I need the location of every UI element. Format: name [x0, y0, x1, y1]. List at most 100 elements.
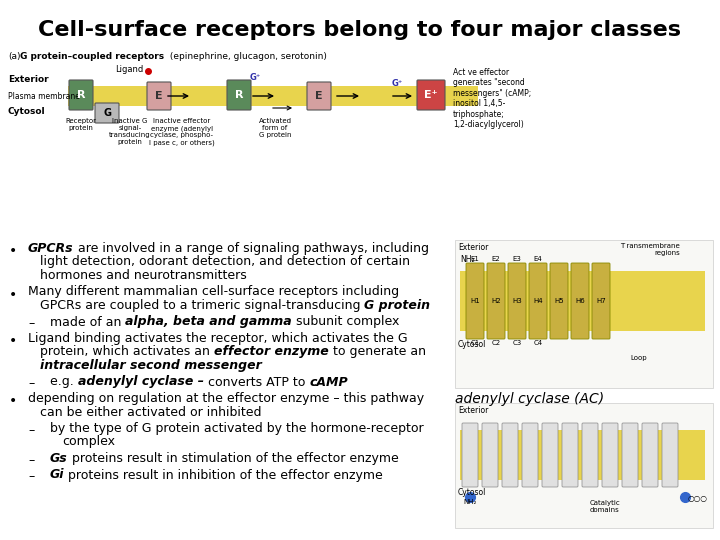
Text: G protein–coupled receptors: G protein–coupled receptors: [20, 52, 164, 61]
Text: Activated
form of
G protein: Activated form of G protein: [258, 118, 292, 138]
Text: protein, which activates an: protein, which activates an: [40, 346, 214, 359]
Text: H7: H7: [596, 298, 606, 304]
Text: –: –: [28, 424, 35, 437]
Text: H6: H6: [575, 298, 585, 304]
Text: •: •: [9, 287, 17, 301]
Text: Exterior: Exterior: [458, 406, 488, 415]
Bar: [68, 86, 478, 106]
Text: C3: C3: [513, 340, 521, 346]
Text: Cytosol: Cytosol: [458, 488, 487, 497]
Text: C1: C1: [470, 340, 480, 346]
FancyBboxPatch shape: [307, 82, 331, 110]
FancyBboxPatch shape: [466, 263, 484, 339]
Text: Ligand binding activates the receptor, which activates the G: Ligand binding activates the receptor, w…: [28, 332, 408, 345]
Text: Loop: Loop: [630, 355, 647, 361]
Text: cAMP: cAMP: [309, 375, 348, 388]
Text: Plasma membrane: Plasma membrane: [8, 92, 80, 101]
Text: E1: E1: [471, 256, 480, 262]
Text: R: R: [235, 90, 243, 100]
Text: made of an: made of an: [50, 315, 125, 328]
Text: subunit complex: subunit complex: [292, 315, 400, 328]
Text: NH₂: NH₂: [460, 255, 474, 264]
Text: E3: E3: [513, 256, 521, 262]
Text: E2: E2: [492, 256, 500, 262]
Text: T ransmembrane
regions: T ransmembrane regions: [620, 243, 680, 256]
Text: Receptor
protein: Receptor protein: [66, 118, 96, 131]
Text: H5: H5: [554, 298, 564, 304]
FancyBboxPatch shape: [487, 263, 505, 339]
Text: Gs: Gs: [50, 452, 68, 465]
FancyBboxPatch shape: [522, 423, 538, 487]
Text: complex: complex: [62, 435, 115, 449]
Text: E4: E4: [534, 256, 542, 262]
FancyBboxPatch shape: [529, 263, 547, 339]
Text: G⁺: G⁺: [249, 73, 261, 83]
Text: alpha, beta and gamma: alpha, beta and gamma: [125, 315, 292, 328]
Text: G protein: G protein: [364, 299, 431, 312]
Text: H3: H3: [512, 298, 522, 304]
Text: GPCRs: GPCRs: [28, 242, 73, 255]
FancyBboxPatch shape: [582, 423, 598, 487]
Text: C4: C4: [534, 340, 543, 346]
FancyBboxPatch shape: [482, 423, 498, 487]
Text: R: R: [77, 90, 85, 100]
Text: H2: H2: [491, 298, 501, 304]
Text: light detection, odorant detection, and detection of certain: light detection, odorant detection, and …: [40, 255, 410, 268]
Bar: [460, 271, 705, 331]
Text: converts ATP to: converts ATP to: [204, 375, 309, 388]
FancyBboxPatch shape: [502, 423, 518, 487]
FancyBboxPatch shape: [227, 80, 251, 110]
Text: E: E: [156, 91, 163, 101]
FancyBboxPatch shape: [147, 82, 171, 110]
FancyBboxPatch shape: [95, 103, 119, 123]
FancyBboxPatch shape: [462, 423, 478, 487]
Text: e.g.: e.g.: [50, 375, 78, 388]
Text: proteins result in stimulation of the effector enzyme: proteins result in stimulation of the ef…: [68, 452, 398, 465]
Text: Act ve effector
generates "second
messengers" (cAMP;
inositol 1,4,5-
triphosphat: Act ve effector generates "second messen…: [453, 68, 531, 129]
FancyBboxPatch shape: [562, 423, 578, 487]
FancyBboxPatch shape: [455, 240, 713, 388]
Text: GPCRs are coupled to a trimeric signal-transducing: GPCRs are coupled to a trimeric signal-t…: [40, 299, 364, 312]
Text: NH₂: NH₂: [463, 499, 477, 505]
Text: H1: H1: [470, 298, 480, 304]
Text: adenylyl cyclase –: adenylyl cyclase –: [78, 375, 204, 388]
Text: –: –: [28, 470, 35, 483]
Text: –: –: [28, 454, 35, 467]
Text: Inactive effector
enzyme (adenylyl
cyclase, phospho-
l pase c, or others): Inactive effector enzyme (adenylyl cycla…: [149, 118, 215, 146]
Text: ○○○: ○○○: [688, 494, 708, 503]
Text: •: •: [9, 244, 17, 258]
Text: E: E: [315, 91, 323, 101]
Text: Catalytic
domains: Catalytic domains: [590, 500, 621, 513]
Text: (a): (a): [8, 52, 20, 61]
FancyBboxPatch shape: [69, 80, 93, 110]
Text: Cell-surface receptors belong to four major classes: Cell-surface receptors belong to four ma…: [38, 20, 682, 40]
Text: hormones and neurotransmitters: hormones and neurotransmitters: [40, 269, 247, 282]
FancyBboxPatch shape: [542, 423, 558, 487]
FancyBboxPatch shape: [662, 423, 678, 487]
FancyBboxPatch shape: [550, 263, 568, 339]
Text: adenylyl cyclase (AC): adenylyl cyclase (AC): [456, 392, 605, 406]
Text: Many different mammalian cell-surface receptors including: Many different mammalian cell-surface re…: [28, 286, 399, 299]
Text: are involved in a range of signaling pathways, including: are involved in a range of signaling pat…: [73, 242, 428, 255]
Text: E⁺: E⁺: [424, 90, 438, 100]
Text: •: •: [9, 394, 17, 408]
Text: Exterior: Exterior: [458, 243, 488, 252]
FancyBboxPatch shape: [642, 423, 658, 487]
Text: •: •: [9, 334, 17, 348]
Text: –: –: [28, 318, 35, 330]
Text: by the type of G protein activated by the hormone-receptor: by the type of G protein activated by th…: [50, 422, 423, 435]
Text: Inactive G
signal-
transducing
protein: Inactive G signal- transducing protein: [109, 118, 150, 145]
Text: intracellular second messenger: intracellular second messenger: [40, 359, 262, 372]
Text: to generate an: to generate an: [328, 346, 426, 359]
Bar: [460, 430, 705, 480]
Text: Exterior: Exterior: [8, 75, 49, 84]
FancyBboxPatch shape: [571, 263, 589, 339]
FancyBboxPatch shape: [455, 403, 713, 528]
Text: G⁺: G⁺: [392, 78, 402, 87]
Text: Cytosol: Cytosol: [8, 107, 45, 116]
FancyBboxPatch shape: [622, 423, 638, 487]
FancyBboxPatch shape: [508, 263, 526, 339]
Text: (epinephrine, glucagon, serotonin): (epinephrine, glucagon, serotonin): [167, 52, 327, 61]
Text: can be either activated or inhibited: can be either activated or inhibited: [40, 406, 261, 419]
Text: proteins result in inhibition of the effector enzyme: proteins result in inhibition of the eff…: [65, 469, 383, 482]
